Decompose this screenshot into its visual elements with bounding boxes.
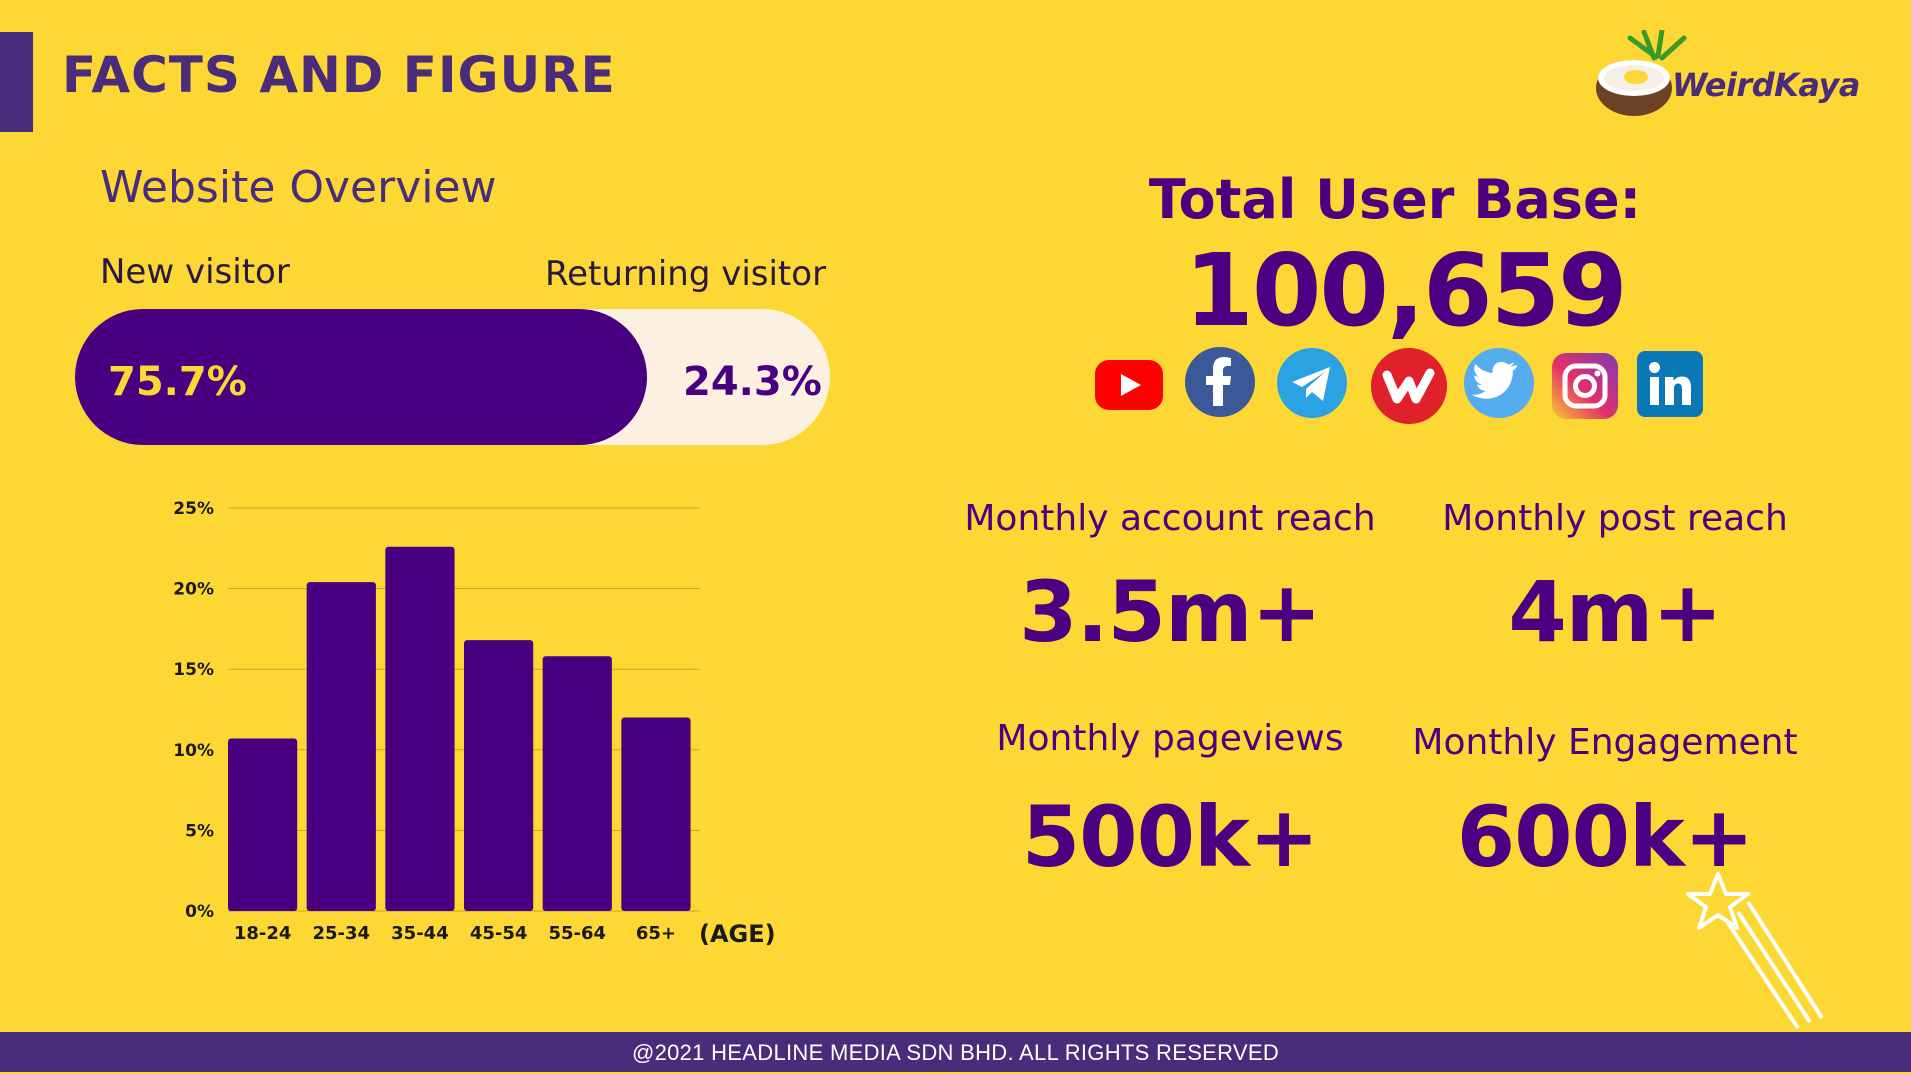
logo-text: WeirdKaya [1672, 66, 1860, 104]
x-tick-label: 18-24 [234, 923, 292, 944]
bar-45-54 [464, 640, 534, 911]
y-tick-label: 5% [185, 821, 214, 841]
x-tick-label: 65+ [636, 923, 676, 944]
shooting-star-icon [1686, 872, 1824, 1030]
website-overview-title: Website Overview [100, 162, 497, 213]
new-visitor-label: New visitor [100, 252, 290, 292]
stat-value-engagement: 600k+ [1456, 788, 1755, 886]
returning-visitor-label: Returning visitor [545, 254, 827, 294]
new-visitor-percentage: 75.7% [108, 359, 247, 405]
coconut-logo-icon [1596, 27, 1687, 116]
page-title: FACTS AND FIGURE [62, 46, 616, 104]
returning-visitor-percentage: 24.3% [683, 359, 822, 405]
telegram-icon[interactable] [1276, 347, 1348, 419]
copyright-text: @2021 HEADLINE MEDIA SDN BHD. ALL RIGHTS… [631, 1040, 1280, 1065]
bar-25-34 [306, 582, 376, 911]
stat-label-account-reach: Monthly account reach [964, 498, 1376, 539]
x-tick-label: 25-34 [312, 923, 370, 944]
x-tick-label: 35-44 [391, 923, 449, 944]
stat-value-account-reach: 3.5m+ [1019, 563, 1322, 661]
instagram-icon[interactable] [1551, 352, 1619, 420]
stat-label-engagement: Monthly Engagement [1412, 722, 1798, 763]
weirdkaya-logo: WeirdKaya [1592, 27, 1872, 120]
facebook-icon[interactable] [1184, 346, 1256, 418]
stat-label-pageviews: Monthly pageviews [996, 718, 1344, 759]
twitter-icon[interactable] [1463, 347, 1535, 419]
y-tick-label: 15% [173, 660, 214, 680]
linkedin-icon[interactable] [1636, 350, 1704, 418]
weirdkaya-w-icon[interactable] [1370, 347, 1448, 425]
visitor-split-bar [75, 309, 830, 445]
x-tick-label: 45-54 [470, 923, 528, 944]
age-bar-chart: 0% 5% 10% 15% 20% 25% 18-24 25-34 35-44 45-54 55-6… [173, 499, 700, 944]
bar-55-64 [542, 656, 612, 911]
bar-35-44 [385, 546, 455, 911]
total-user-base-value: 100,659 [1184, 232, 1627, 349]
new-visitor-fill [75, 309, 647, 445]
title-accent-bar [0, 32, 33, 132]
stat-value-pageviews: 500k+ [1021, 788, 1320, 886]
y-tick-label: 20% [173, 580, 214, 600]
x-tick-label: 55-64 [548, 923, 606, 944]
footer-bar: @2021 HEADLINE MEDIA SDN BHD. ALL RIGHTS… [0, 1032, 1911, 1072]
stat-label-post-reach: Monthly post reach [1442, 498, 1788, 539]
y-tick-label: 25% [173, 499, 214, 519]
stat-value-post-reach: 4m+ [1508, 563, 1722, 661]
bar-65+ [621, 717, 691, 911]
y-tick-label: 10% [173, 741, 214, 761]
youtube-icon[interactable] [1093, 358, 1165, 412]
bar-18-24 [228, 738, 298, 911]
age-axis-label: (AGE) [699, 920, 776, 948]
total-user-base-title: Total User Base: [1148, 168, 1642, 231]
y-tick-label: 0% [185, 902, 214, 922]
